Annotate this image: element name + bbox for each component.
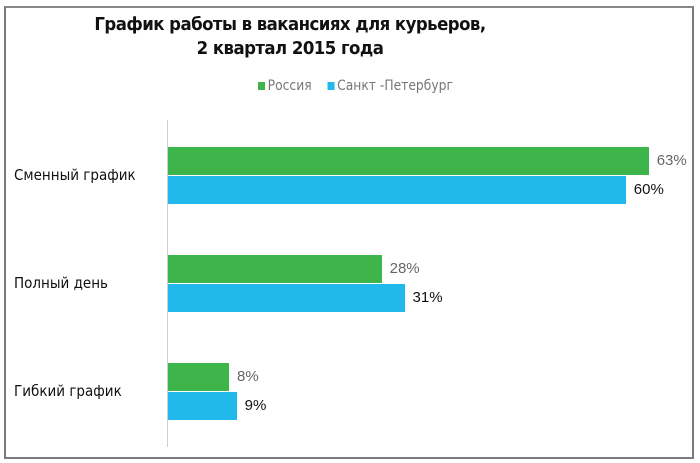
legend: Россия Санкт -Петербург xyxy=(258,78,453,94)
legend-swatch-spb xyxy=(327,82,335,90)
data-label: 8% xyxy=(237,368,259,385)
category-label: Гибкий график xyxy=(14,382,122,400)
legend-item-spb: Санкт -Петербург xyxy=(327,78,453,94)
data-label: 31% xyxy=(412,289,443,306)
category-label: Сменный график xyxy=(14,166,136,184)
chart-frame xyxy=(4,6,694,459)
bar-spb xyxy=(168,176,626,204)
legend-label: Санкт -Петербург xyxy=(337,78,453,94)
bar-spb xyxy=(168,284,405,312)
data-label: 60% xyxy=(633,181,664,198)
chart-title: График работы в вакансиях для курьеров, xyxy=(94,14,486,35)
chart-subtitle: 2 квартал 2015 года xyxy=(196,38,384,59)
data-label: 28% xyxy=(389,260,420,277)
legend-item-russia: Россия xyxy=(258,78,312,94)
category-axis xyxy=(167,120,168,447)
legend-swatch-russia xyxy=(258,82,266,90)
legend-label: Россия xyxy=(267,78,312,94)
bar-russia xyxy=(168,147,649,175)
bar-russia xyxy=(168,255,382,283)
bar-spb xyxy=(168,392,237,420)
bar-russia xyxy=(168,363,230,391)
category-label: Полный день xyxy=(14,274,109,292)
data-label: 9% xyxy=(244,397,267,414)
data-label: 63% xyxy=(656,152,687,169)
